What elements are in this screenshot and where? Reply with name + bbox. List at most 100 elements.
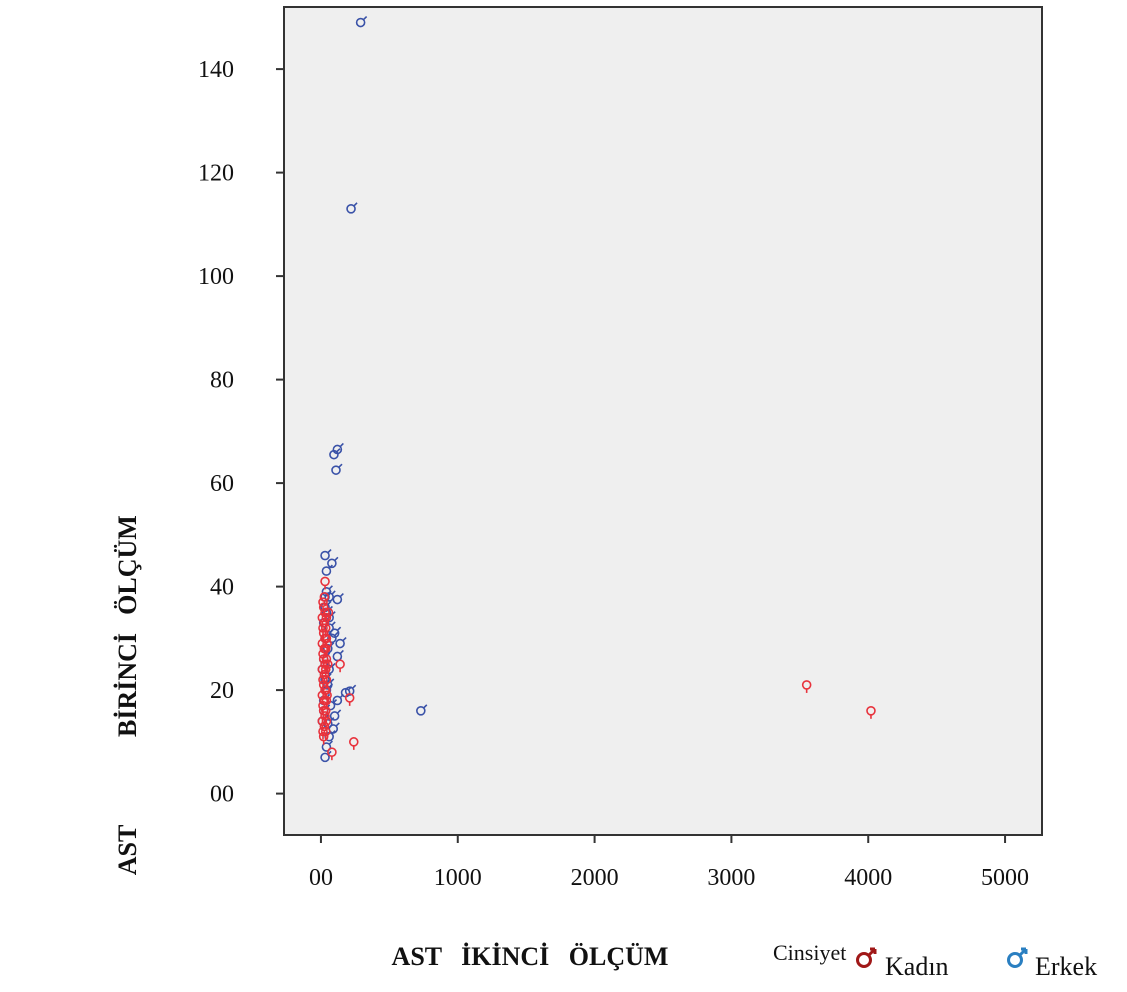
point-marker [329, 449, 339, 460]
point-erkek [331, 463, 343, 475]
y-axis-title-word-1: AST [113, 825, 142, 876]
y-axis-title: AST BİRİNCİ ÖLÇÜM [113, 515, 142, 875]
point-erkek [329, 448, 341, 460]
y-tick-label: 60 [210, 471, 234, 497]
point-erkek [346, 202, 358, 214]
point-marker [346, 204, 356, 214]
point-marker [331, 465, 341, 475]
point-erkek [321, 585, 333, 597]
point-marker [344, 686, 355, 696]
x-axis: 00 1000 2000 3000 4000 5000 [309, 835, 1029, 891]
point-marker-arrow [331, 590, 336, 595]
point-erkek [416, 704, 428, 716]
point-erkek [335, 636, 347, 649]
point-erkek [321, 564, 333, 576]
x-tick-label: 1000 [434, 865, 482, 891]
point-kadin [335, 659, 345, 673]
point-erkek [327, 631, 339, 644]
y-tick-label: 40 [210, 575, 234, 601]
point-kadin [801, 680, 812, 693]
point-marker-arrow [339, 693, 344, 699]
point-kadin [320, 711, 330, 724]
point-marker-arrow [338, 463, 343, 468]
point-marker [321, 742, 332, 752]
point-marker-arrow [339, 649, 344, 655]
point-marker-arrow [327, 548, 332, 554]
point-marker-arrow [334, 556, 339, 562]
point-kadin [322, 638, 332, 652]
point-kadin [319, 592, 330, 605]
point-marker [321, 586, 332, 597]
point-kadin [321, 612, 332, 626]
plot-area [283, 6, 1043, 836]
point-erkek [344, 684, 357, 696]
legend: Cinsiyet Kadın Erkek [773, 940, 1097, 981]
point-kadin [317, 664, 328, 678]
point-marker-arrow [335, 722, 340, 727]
point-erkek [332, 693, 344, 706]
y-axis-title-word-3: ÖLÇÜM [113, 515, 142, 615]
point-erkek [320, 548, 332, 561]
point-marker-arrow [327, 600, 332, 606]
point-marker [327, 633, 337, 644]
male-symbol-icon [856, 947, 877, 968]
legend-label-kadin: Kadın [885, 952, 949, 981]
y-tick-label: 100 [198, 264, 234, 290]
point-marker [332, 695, 343, 706]
point-marker-arrow [423, 704, 428, 709]
point-kadin [323, 607, 334, 621]
point-marker [355, 17, 366, 28]
point-kadin [318, 597, 328, 611]
point-marker-arrow [336, 448, 341, 453]
point-marker [320, 550, 330, 561]
x-axis-title: AST İKİNCİ ÖLÇÜM [392, 942, 669, 971]
point-marker-arrow [328, 564, 333, 569]
point-marker-arrow [330, 678, 335, 683]
point-marker-arrow [336, 709, 342, 714]
data-points [317, 15, 876, 763]
legend-label-erkek: Erkek [1035, 952, 1097, 981]
point-marker [335, 638, 345, 649]
point-marker-arrow [331, 662, 336, 668]
point-marker [321, 566, 332, 576]
point-marker [327, 558, 337, 569]
point-marker [320, 752, 330, 763]
x-tick-label: 5000 [981, 865, 1029, 891]
y-tick-label: 20 [210, 678, 234, 704]
point-kadin [320, 607, 330, 621]
point-marker-arrow [334, 631, 339, 637]
point-marker-arrow [342, 636, 347, 642]
point-marker-arrow [328, 585, 333, 590]
y-axis: 00 20 40 60 80 100 120 140 [198, 57, 284, 808]
y-tick-label: 120 [198, 161, 234, 187]
point-marker-arrow [339, 442, 344, 448]
point-erkek [327, 556, 339, 569]
point-erkek [355, 15, 368, 28]
x-tick-label: 2000 [571, 865, 619, 891]
point-marker-arrow [339, 592, 344, 598]
point-marker [332, 594, 343, 605]
point-kadin [320, 576, 330, 590]
point-marker-arrow [332, 699, 338, 704]
legend-title: Cinsiyet [773, 940, 846, 965]
x-tick-label: 4000 [844, 865, 892, 891]
point-marker-arrow [336, 626, 342, 631]
point-marker-arrow [328, 740, 333, 745]
point-marker-arrow [353, 202, 358, 207]
point-kadin [866, 705, 876, 719]
point-marker-arrow [362, 15, 368, 21]
y-axis-title-word-2: BİRİNCİ [113, 633, 142, 737]
y-tick-label: 00 [210, 782, 234, 808]
y-tick-label: 80 [210, 368, 234, 394]
point-marker-arrow [331, 621, 336, 626]
point-erkek [329, 709, 342, 721]
point-kadin [348, 737, 359, 750]
point-kadin [322, 659, 333, 673]
point-marker [329, 711, 340, 721]
point-erkek [332, 592, 344, 605]
point-kadin [320, 659, 330, 673]
point-erkek [321, 740, 333, 752]
x-tick-label: 00 [309, 865, 333, 891]
point-kadin [344, 693, 355, 706]
